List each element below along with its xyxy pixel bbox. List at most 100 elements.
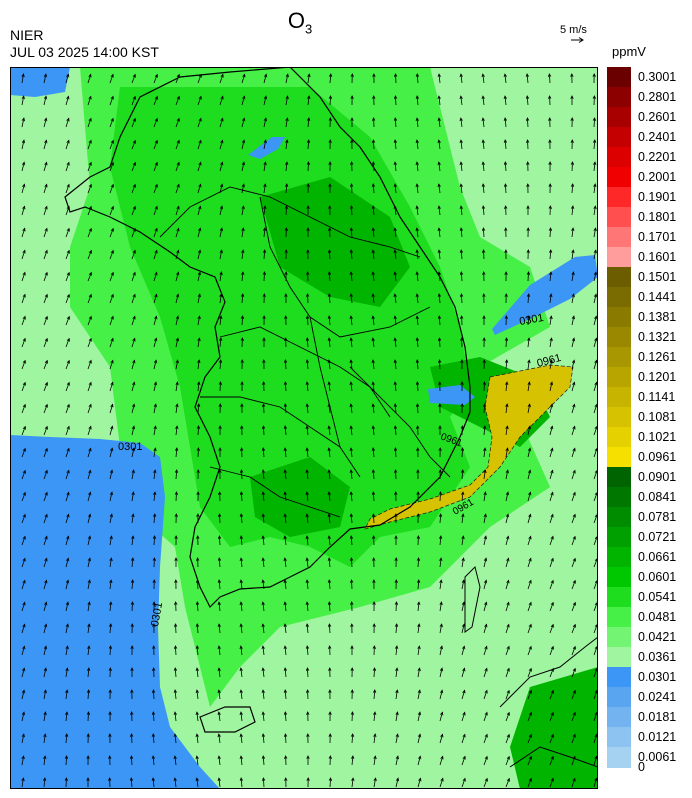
- wind-vector-head: [198, 139, 202, 144]
- wind-vector: [482, 118, 485, 128]
- wind-vector-head: [285, 139, 289, 144]
- wind-vector: [395, 734, 399, 744]
- wind-vector-head: [21, 777, 25, 782]
- wind-vector-head: [241, 139, 246, 144]
- wind-vector: [483, 602, 487, 612]
- wind-vector-head: [174, 513, 178, 517]
- wind-vector-head: [371, 315, 375, 320]
- wind-vector-head: [306, 249, 310, 253]
- wind-vector-head: [440, 711, 444, 716]
- wind-vector-head: [154, 315, 158, 320]
- wind-vector-head: [505, 403, 509, 408]
- wind-vector: [439, 491, 441, 502]
- wind-vector: [571, 470, 576, 480]
- wind-vector: [549, 227, 551, 238]
- wind-vector-head: [503, 183, 508, 187]
- wind-vector: [307, 315, 309, 326]
- wind-vector-head: [66, 535, 70, 540]
- wind-vector-head: [283, 359, 288, 363]
- wind-vector: [571, 646, 576, 656]
- wind-vector: [87, 162, 92, 172]
- wind-vector: [262, 624, 265, 634]
- wind-vector-head: [153, 359, 158, 364]
- wind-vector-head: [549, 293, 553, 298]
- wind-vector-head: [461, 491, 465, 496]
- wind-vector-head: [110, 315, 114, 320]
- wind-vector: [65, 272, 70, 282]
- wind-vector-head: [196, 469, 200, 473]
- wind-vector: [527, 624, 532, 634]
- wind-vector-head: [240, 337, 244, 341]
- wind-vector-head: [43, 667, 47, 672]
- wind-vector: [372, 404, 375, 414]
- colorbar-label: 0.1381: [638, 310, 677, 324]
- wind-vector: [131, 74, 136, 84]
- wind-vector: [284, 624, 287, 634]
- wind-vector-head: [327, 249, 332, 253]
- wind-vector: [43, 492, 48, 502]
- wind-vector: [571, 756, 576, 766]
- wind-vector-head: [66, 337, 70, 342]
- wind-vector-head: [572, 689, 576, 694]
- wind-vector-head: [460, 381, 464, 385]
- wind-vector-head: [152, 623, 156, 627]
- wind-vector: [593, 139, 596, 150]
- wind-vector-head: [481, 205, 486, 209]
- wind-vector: [131, 536, 134, 546]
- wind-vector: [307, 96, 310, 106]
- wind-vector-head: [482, 315, 486, 319]
- wind-vector-head: [349, 425, 353, 430]
- wind-vector: [505, 359, 508, 370]
- wind-vector-head: [22, 337, 26, 342]
- wind-vector-head: [131, 403, 136, 408]
- wind-vector-head: [415, 227, 419, 232]
- wind-vector-head: [196, 403, 201, 407]
- wind-vector: [417, 557, 419, 568]
- wind-vector-head: [305, 579, 309, 584]
- wind-vector-head: [22, 403, 26, 408]
- wind-vector: [527, 448, 531, 458]
- wind-vector: [307, 161, 309, 172]
- wind-vector: [483, 558, 487, 568]
- wind-vector-head: [132, 139, 136, 144]
- wind-vector-head: [483, 447, 487, 452]
- wind-vector-head: [393, 293, 397, 298]
- wind-vector: [240, 580, 243, 590]
- wind-vector-head: [44, 359, 48, 364]
- wind-vector-head: [460, 469, 465, 473]
- colorbar-swatch: [607, 327, 631, 348]
- wind-vector-head: [462, 645, 466, 650]
- wind-vector-head: [65, 689, 69, 694]
- wind-vector: [372, 469, 375, 480]
- wind-vector-head: [528, 777, 532, 782]
- wind-vector-head: [153, 381, 157, 386]
- wind-vector-head: [22, 469, 26, 474]
- colorbar-label: 0.0601: [638, 570, 677, 584]
- wind-vector-head: [110, 117, 114, 122]
- wind-vector: [21, 316, 26, 326]
- wind-vector-head: [483, 513, 487, 518]
- wind-vector: [395, 668, 398, 678]
- wind-vector-head: [327, 513, 331, 518]
- wind-vector-head: [239, 733, 243, 738]
- wind-vector: [593, 690, 598, 700]
- wind-vector-head: [66, 95, 70, 100]
- wind-vector-head: [504, 227, 508, 231]
- wind-vector-head: [437, 227, 441, 232]
- wind-vector: [373, 513, 375, 524]
- wind-vector-head: [503, 73, 507, 78]
- wind-vector-head: [219, 205, 224, 210]
- wind-vector-head: [350, 601, 354, 605]
- wind-vector: [174, 667, 177, 678]
- wind-vector: [505, 778, 510, 788]
- wind-vector: [571, 514, 576, 524]
- wind-vector-head: [438, 359, 442, 363]
- wind-vector-head: [393, 227, 397, 232]
- colorbar-swatch: [607, 67, 631, 88]
- wind-vector-head: [175, 293, 180, 298]
- wind-vector-head: [528, 711, 532, 716]
- wind-vector: [527, 756, 532, 766]
- wind-vector-head: [461, 601, 465, 606]
- wind-vector: [241, 96, 245, 106]
- wind-vector: [65, 338, 70, 348]
